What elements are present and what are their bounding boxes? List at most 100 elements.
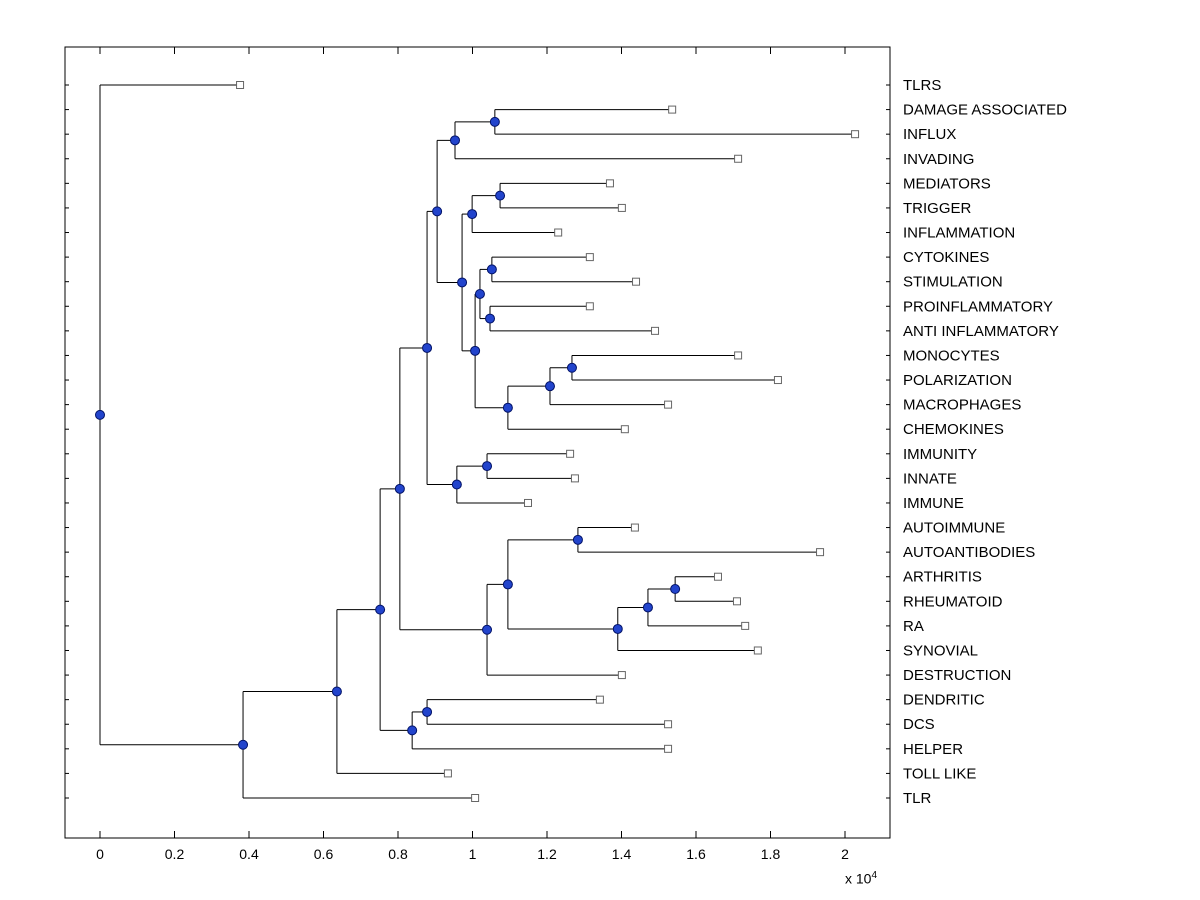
x-axis-tick-label: 0 xyxy=(96,846,104,862)
branch-node-marker xyxy=(502,579,513,590)
leaf-label: SYNOVIAL xyxy=(903,642,978,659)
leaf-marker xyxy=(443,769,452,778)
branch-node-marker xyxy=(422,342,433,353)
leaf-marker xyxy=(570,474,579,483)
x-axis-tick-label: 1.6 xyxy=(686,846,706,862)
x-axis-tick-label: 0.4 xyxy=(239,846,259,862)
leaf-label: IMMUNE xyxy=(903,495,964,512)
branch-node-marker xyxy=(486,264,497,275)
leaf-label: IMMUNITY xyxy=(903,446,977,463)
x-axis-tick-label: 1.2 xyxy=(537,846,557,862)
branch-node-marker xyxy=(489,116,500,127)
leaf-marker xyxy=(630,523,639,532)
leaf-marker xyxy=(605,179,614,188)
branch-node-marker xyxy=(470,345,481,356)
leaf-label: STIMULATION xyxy=(903,274,1003,291)
leaf-marker xyxy=(664,744,673,753)
branch-node-marker xyxy=(572,534,583,545)
leaf-label: TLR xyxy=(903,790,932,807)
x-axis-tick-label: 1.8 xyxy=(761,846,781,862)
branch-node-marker xyxy=(482,461,493,472)
leaf-marker xyxy=(651,326,660,335)
leaf-marker xyxy=(524,498,533,507)
branch-node-marker xyxy=(612,623,623,634)
leaf-label: MONOCYTES xyxy=(903,347,1000,364)
branch-node-marker xyxy=(432,206,443,217)
leaf-marker xyxy=(595,695,604,704)
leaf-marker xyxy=(734,154,743,163)
x-axis-tick-label: 1 xyxy=(469,846,477,862)
branch-node-marker xyxy=(375,604,386,615)
branch-node-marker xyxy=(474,288,485,299)
leaf-marker xyxy=(773,376,782,385)
leaf-label: PROINFLAMMATORY xyxy=(903,298,1053,315)
branch-node-marker xyxy=(495,190,506,201)
leaf-label: INVADING xyxy=(903,151,974,168)
leaf-label: RA xyxy=(903,618,924,635)
x-axis-exponent-label: x 104 xyxy=(845,870,877,887)
branch-node-marker xyxy=(482,624,493,635)
branch-node-marker xyxy=(670,584,681,595)
leaf-label: DENDRITIC xyxy=(903,692,985,709)
leaf-label: INFLUX xyxy=(903,126,956,143)
leaf-marker xyxy=(664,400,673,409)
leaf-label: POLARIZATION xyxy=(903,372,1012,389)
branch-node-marker xyxy=(407,725,418,736)
plot-area-border xyxy=(64,46,891,839)
leaf-label: ARTHRITIS xyxy=(903,569,982,586)
leaf-label: HELPER xyxy=(903,741,963,758)
branch-node-marker xyxy=(449,135,460,146)
leaf-label: INNATE xyxy=(903,470,957,487)
leaf-label: TRIGGER xyxy=(903,200,972,217)
leaf-marker xyxy=(732,597,741,606)
leaf-marker xyxy=(741,621,750,630)
exponent-value: 4 xyxy=(871,870,878,881)
leaf-marker xyxy=(734,351,743,360)
leaf-marker xyxy=(236,81,245,89)
leaf-marker xyxy=(585,253,594,262)
leaf-label: MACROPHAGES xyxy=(903,397,1021,414)
leaf-marker xyxy=(851,130,860,139)
branch-node-marker xyxy=(642,602,653,613)
leaf-marker xyxy=(753,646,762,655)
branch-node-marker xyxy=(394,483,405,494)
leaf-label: MEDIATORS xyxy=(903,175,991,192)
leaf-marker xyxy=(566,449,575,458)
leaf-label: AUTOIMMUNE xyxy=(903,520,1005,537)
leaf-marker xyxy=(632,277,641,286)
branch-node-marker xyxy=(451,479,462,490)
branch-node-marker xyxy=(238,739,249,750)
leaf-marker xyxy=(585,302,594,311)
leaf-label: TLRS xyxy=(903,77,941,94)
x-axis-tick-label: 0.6 xyxy=(314,846,334,862)
branch-node-marker xyxy=(95,409,105,420)
exponent-prefix: x 10 xyxy=(845,870,872,887)
leaf-label: AUTOANTIBODIES xyxy=(903,544,1035,561)
leaf-label: DESTRUCTION xyxy=(903,667,1011,684)
x-axis-tick-label: 1.4 xyxy=(612,846,632,862)
x-axis-tick-label: 0.2 xyxy=(165,846,185,862)
branch-node-marker xyxy=(467,209,478,220)
leaf-label: INFLAMMATION xyxy=(903,225,1015,242)
leaf-label: ANTI INFLAMMATORY xyxy=(903,323,1059,340)
leaf-label: CYTOKINES xyxy=(903,249,989,266)
leaf-label: DAMAGE ASSOCIATED xyxy=(903,102,1067,119)
leaf-marker xyxy=(617,671,626,680)
x-axis-tick-label: 2 xyxy=(841,846,849,862)
leaf-marker xyxy=(617,203,626,212)
leaf-label: CHEMOKINES xyxy=(903,421,1004,438)
branch-node-marker xyxy=(457,277,468,288)
leaf-marker xyxy=(554,228,563,237)
leaf-marker xyxy=(620,425,629,434)
branch-node-marker xyxy=(502,402,513,413)
leaf-marker xyxy=(713,572,722,581)
branch-node-marker xyxy=(544,381,555,392)
branch-node-marker xyxy=(566,362,577,373)
leaf-marker xyxy=(664,720,673,729)
branch-node-marker xyxy=(331,686,342,697)
branch-node-marker xyxy=(485,313,496,324)
leaf-label: TOLL LIKE xyxy=(903,765,976,782)
leaf-marker xyxy=(816,548,825,557)
